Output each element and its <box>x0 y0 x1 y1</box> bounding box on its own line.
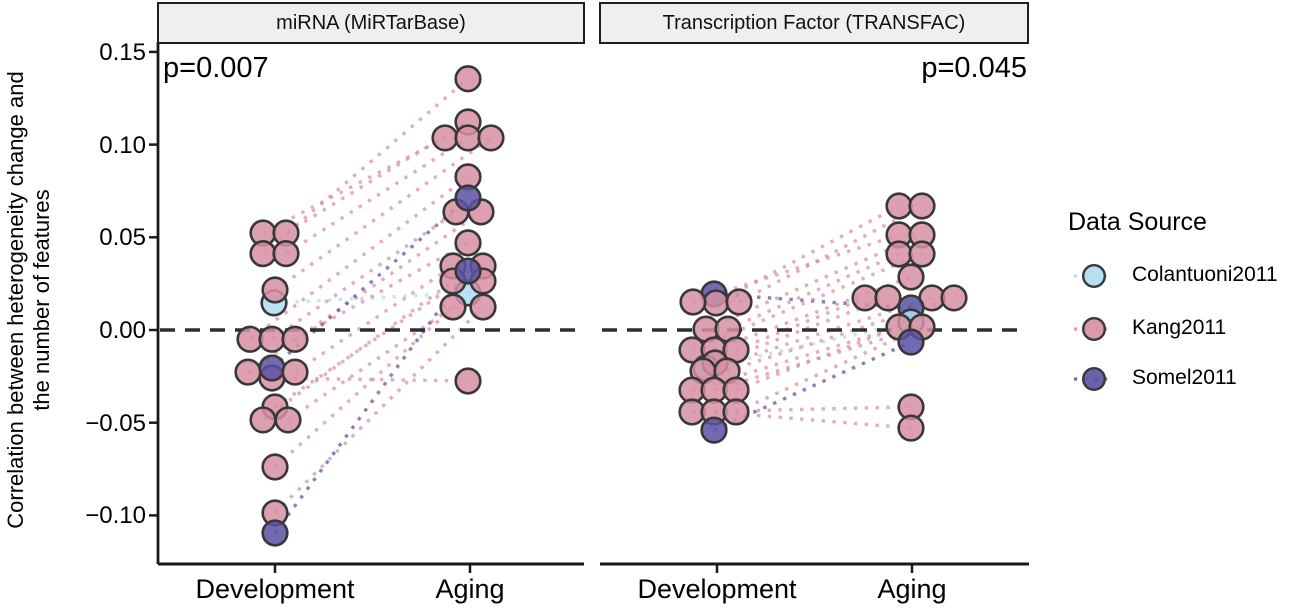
data-point-somel2011 <box>700 416 728 444</box>
data-point-kang2011 <box>679 288 707 316</box>
pair-connector-line <box>294 241 469 341</box>
data-point-kang2011 <box>234 358 262 386</box>
pair-connector-line <box>735 325 900 392</box>
pair-connector-line <box>691 252 923 352</box>
pair-connector-line <box>273 279 485 469</box>
pair-connector-line <box>261 77 470 255</box>
p-value-right-panel: p=0.045 <box>921 52 1027 84</box>
data-point-kang2011 <box>454 367 482 395</box>
y-tick-label: 0.10 <box>99 132 146 159</box>
data-point-kang2011 <box>897 414 925 442</box>
data-point-kang2011 <box>454 65 482 93</box>
y-axis-title: Correlation between heterogeneity change… <box>3 0 55 610</box>
facet-strip-label: miRNA (MiRTarBase) <box>276 11 466 34</box>
data-point-kang2011 <box>908 192 936 220</box>
y-tick-label: −0.10 <box>85 502 146 529</box>
pair-connector-line <box>285 120 469 235</box>
data-point-somel2011 <box>454 257 482 285</box>
data-point-kang2011 <box>851 284 879 312</box>
y-tick-label: 0.15 <box>99 39 146 66</box>
data-point-kang2011 <box>454 229 482 257</box>
x-category-label-development: Development <box>195 574 355 604</box>
data-point-kang2011 <box>722 398 750 426</box>
pair-connector-line <box>247 210 482 374</box>
pair-connector-line <box>735 296 866 352</box>
y-tick-label: 0.00 <box>99 317 146 344</box>
pair-connector-line <box>273 270 470 535</box>
data-point-kang2011 <box>431 124 459 152</box>
data-point-kang2011 <box>261 276 289 304</box>
facet-strip-transcription-factor: Transcription Factor (TRANSFAC) <box>599 2 1029 44</box>
pair-connector-line <box>294 264 454 374</box>
data-point-kang2011 <box>897 263 925 291</box>
pair-connector-line <box>274 136 492 292</box>
data-point-kang2011 <box>439 293 467 321</box>
data-point-somel2011 <box>897 328 925 356</box>
legend-title: Data Source <box>1068 208 1207 236</box>
pair-connector-line <box>261 279 455 422</box>
x-category-label-development: Development <box>637 574 797 604</box>
data-point-kang2011 <box>908 240 936 268</box>
data-point-kang2011 <box>281 325 309 353</box>
data-point-kang2011 <box>477 124 505 152</box>
legend-label-colantuoni2011: Colantuoni2011 <box>1132 263 1278 286</box>
legend-label-somel2011: Somel2011 <box>1132 366 1237 389</box>
data-point-somel2011 <box>261 519 289 547</box>
pair-connector-line <box>702 296 933 373</box>
data-point-kang2011 <box>249 240 277 268</box>
data-point-kang2011 <box>885 192 913 220</box>
data-point-kang2011 <box>702 289 730 317</box>
legend-key-circle-colantuoni2011 <box>1081 264 1106 289</box>
data-point-kang2011 <box>725 288 753 316</box>
pair-connector-line <box>691 325 900 392</box>
legend-key-circle-somel2011 <box>1081 367 1106 392</box>
y-tick-label: −0.05 <box>85 410 146 437</box>
pair-connector-line <box>691 405 912 414</box>
pair-connector-line <box>715 204 900 305</box>
pair-connector-line <box>271 210 457 341</box>
x-category-label-aging: Aging <box>877 574 947 604</box>
pair-connector-line <box>287 305 454 422</box>
pair-connector-line <box>692 233 900 304</box>
data-point-kang2011 <box>261 453 289 481</box>
data-point-kang2011 <box>454 124 482 152</box>
data-point-kang2011 <box>874 284 902 312</box>
y-axis-title-line1: Correlation between heterogeneity change… <box>3 71 28 529</box>
legend-label-kang2011: Kang2011 <box>1132 316 1227 339</box>
data-point-kang2011 <box>885 240 913 268</box>
data-point-somel2011 <box>258 354 286 382</box>
data-point-kang2011 <box>281 358 309 386</box>
y-tick-label: 0.05 <box>99 224 146 251</box>
p-value-left-panel: p=0.007 <box>163 52 269 84</box>
data-point-kang2011 <box>274 406 302 434</box>
pair-connector-line <box>248 175 470 341</box>
data-point-kang2011 <box>249 406 277 434</box>
y-axis-title-line2: the number of features <box>29 189 54 411</box>
legend-key-circle-kang2011 <box>1081 317 1106 342</box>
pair-connector-line <box>262 136 446 235</box>
x-category-label-aging: Aging <box>435 574 505 604</box>
facet-strip-label: Transcription Factor (TRANSFAC) <box>662 11 966 34</box>
data-point-somel2011 <box>454 184 482 212</box>
data-point-kang2011 <box>272 240 300 268</box>
pair-connector-line <box>738 204 923 304</box>
data-point-kang2011 <box>940 284 968 312</box>
data-point-kang2011 <box>258 325 286 353</box>
facet-strip-mirna: miRNA (MiRTarBase) <box>157 2 585 44</box>
data-point-kang2011 <box>469 293 497 321</box>
pair-connector-line <box>735 325 923 414</box>
pair-connector-line <box>726 296 955 373</box>
